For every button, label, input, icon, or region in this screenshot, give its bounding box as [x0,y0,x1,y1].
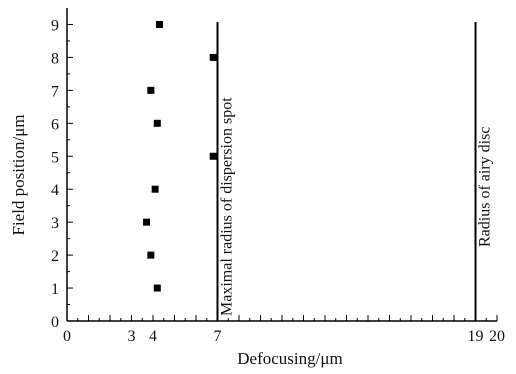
airy-disc-label: Radius of airy disc [477,127,494,247]
y-tick-label: 6 [51,116,59,133]
data-point [155,20,163,28]
data-point [153,119,161,127]
y-tick-label: 3 [51,215,59,232]
data-point [209,53,217,61]
data-point [153,284,161,292]
reference-lines: Maximal radius of dispersion spot Radius … [216,22,494,321]
data-points [143,20,217,292]
x-axis-label: Defocusing/μm [237,349,342,368]
y-tick-label: 2 [51,248,59,265]
x-tick-label: 7 [214,328,222,345]
data-point [147,86,155,94]
x-tick-label: 4 [149,328,157,345]
data-point [143,218,151,226]
data-point [209,152,217,160]
y-tick-label: 7 [51,83,59,100]
x-tick-label: 3 [128,328,136,345]
y-tick-label: 0 [51,314,59,331]
y-axis-label: Field position/μm [9,114,28,235]
y-tick-label: 8 [51,50,59,67]
x-tick-label: 0 [63,328,71,345]
dispersion-spot-label: Maximal radius of dispersion spot [219,97,236,316]
data-point [151,185,159,193]
y-tick-label: 1 [51,281,59,298]
x-tick-label: 20 [489,328,505,345]
y-tick-label: 5 [51,149,59,166]
y-tick-label: 4 [51,182,59,199]
data-point [147,251,155,259]
x-tick-label: 19 [468,328,484,345]
y-tick-label: 9 [51,17,59,34]
